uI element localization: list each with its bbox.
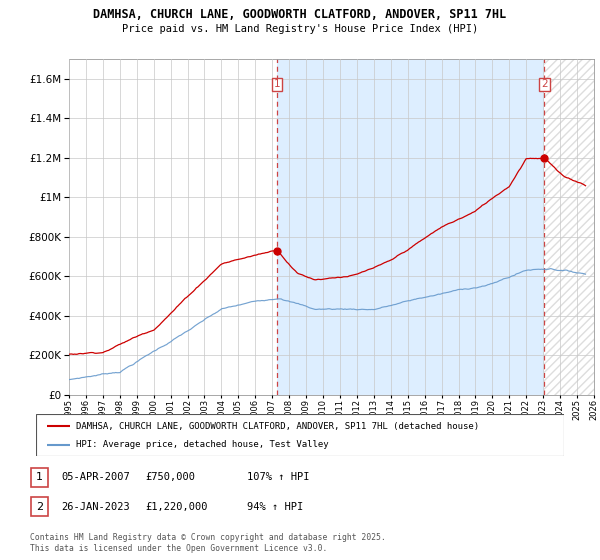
FancyBboxPatch shape (31, 497, 48, 516)
Text: 26-JAN-2023: 26-JAN-2023 (61, 502, 130, 512)
Text: DAMHSA, CHURCH LANE, GOODWORTH CLATFORD, ANDOVER, SP11 7HL: DAMHSA, CHURCH LANE, GOODWORTH CLATFORD,… (94, 8, 506, 21)
Text: Contains HM Land Registry data © Crown copyright and database right 2025.
This d: Contains HM Land Registry data © Crown c… (30, 533, 386, 553)
Text: £750,000: £750,000 (145, 472, 195, 482)
Bar (277, 59, 544, 395)
Text: DAMHSA, CHURCH LANE, GOODWORTH CLATFORD, ANDOVER, SP11 7HL (detached house): DAMHSA, CHURCH LANE, GOODWORTH CLATFORD,… (76, 422, 479, 431)
Text: HPI: Average price, detached house, Test Valley: HPI: Average price, detached house, Test… (76, 440, 328, 449)
Text: 2: 2 (541, 80, 548, 90)
FancyBboxPatch shape (36, 414, 564, 456)
Text: 2: 2 (36, 502, 43, 512)
Bar (544, 59, 594, 395)
Text: 1: 1 (36, 472, 43, 482)
Text: £1,220,000: £1,220,000 (145, 502, 208, 512)
Text: 107% ↑ HPI: 107% ↑ HPI (247, 472, 310, 482)
Bar (544, 59, 594, 395)
Text: 05-APR-2007: 05-APR-2007 (61, 472, 130, 482)
Text: 1: 1 (274, 80, 280, 90)
Text: 94% ↑ HPI: 94% ↑ HPI (247, 502, 304, 512)
FancyBboxPatch shape (31, 468, 48, 487)
Text: Price paid vs. HM Land Registry's House Price Index (HPI): Price paid vs. HM Land Registry's House … (122, 24, 478, 34)
